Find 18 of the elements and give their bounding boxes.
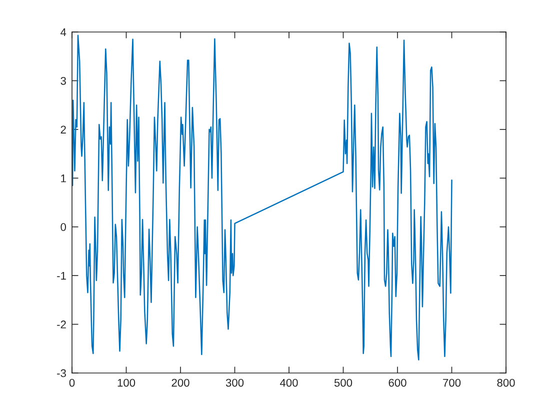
y-tick-label: 1: [61, 174, 66, 182]
x-tick-label: 100: [118, 378, 136, 387]
x-tick-label: 800: [497, 378, 515, 387]
y-tick-label: 4: [60, 28, 66, 36]
y-tick-label: -1: [57, 272, 66, 280]
y-tick-label: 0: [60, 223, 66, 231]
x-tick-label: 600: [388, 378, 406, 387]
x-tick-label: 500: [334, 378, 352, 387]
y-tick-label: -2: [57, 320, 66, 328]
x-tick-label: 200: [172, 378, 190, 387]
x-tick-label: 300: [226, 378, 244, 387]
y-tick-label: -3: [57, 369, 66, 378]
x-tick-label: 700: [443, 378, 461, 387]
line-series: [72, 34, 452, 360]
y-tick-label: 3: [60, 76, 66, 85]
x-tick-label: 400: [280, 378, 298, 387]
y-tick-label: 2: [60, 126, 66, 134]
x-tick-label: 0: [69, 378, 75, 387]
